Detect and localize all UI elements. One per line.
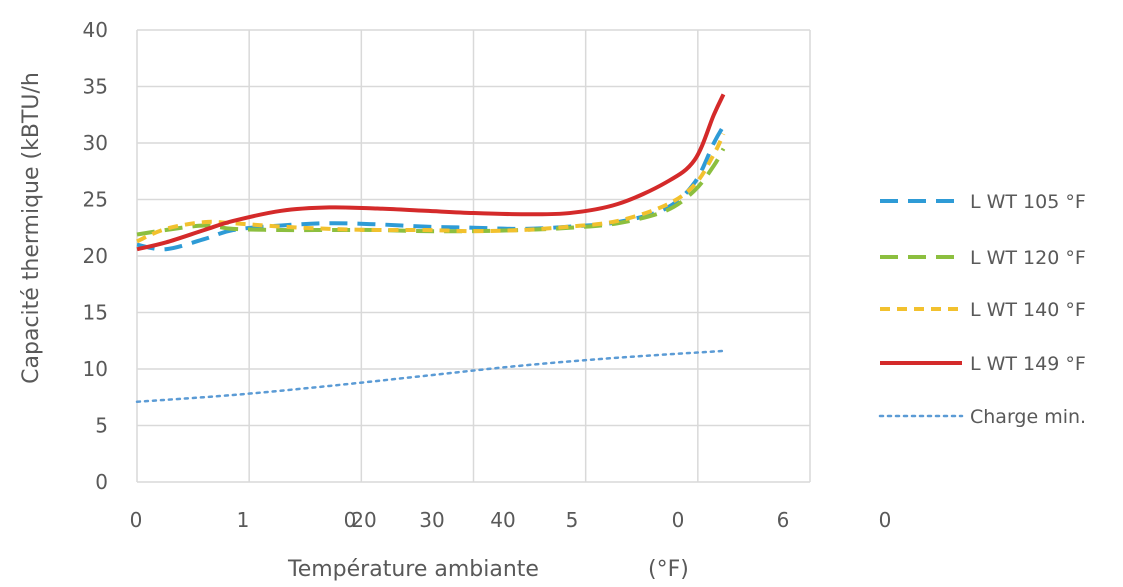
y-tick-label: 35 [83, 75, 108, 99]
legend-label: L WT 149 °F [970, 353, 1086, 375]
x-axis-ticks: 0 1 020 30 40 5 0 6 0 [130, 508, 892, 532]
x-tick-label: 0 [879, 508, 892, 532]
grid-lines [136, 29, 811, 483]
y-axis-ticks: 0 5 10 15 20 25 30 35 40 [83, 18, 108, 494]
series-line [136, 133, 726, 244]
y-tick-label: 10 [83, 357, 108, 381]
series-line [136, 93, 726, 252]
plot-series [135, 93, 726, 404]
legend-label: Charge min. [970, 406, 1086, 428]
x-tick-label: 6 [777, 508, 790, 532]
series-line [135, 349, 725, 404]
x-tick-label: 40 [490, 508, 515, 532]
x-tick-label: 0 [130, 508, 143, 532]
y-tick-label: 30 [83, 131, 108, 155]
legend-label: L WT 120 °F [970, 247, 1086, 269]
y-tick-label: 25 [83, 188, 108, 212]
x-tick-label: 20 [351, 508, 376, 532]
x-tick-label: 30 [419, 508, 444, 532]
x-tick-label: 5 [566, 508, 579, 532]
y-tick-label: 40 [83, 18, 108, 42]
series-line [136, 125, 726, 252]
x-tick-label: 1 [237, 508, 250, 532]
x-tick-label: 0 [672, 508, 685, 532]
y-tick-label: 15 [83, 301, 108, 325]
x-tick-label: 0 [344, 508, 357, 532]
x-axis-unit: (°F) [648, 557, 689, 582]
y-tick-label: 0 [95, 470, 108, 494]
legend-label: L WT 105 °F [970, 191, 1086, 213]
y-axis-title: Capacité thermique (kBTU/h [19, 72, 44, 384]
x-axis-title: Température ambiante [287, 557, 539, 582]
y-tick-label: 5 [95, 414, 108, 438]
legend-label: L WT 140 °F [970, 299, 1086, 321]
y-tick-label: 20 [83, 244, 108, 268]
legend: L WT 105 °F L WT 120 °F L WT 140 °F L WT 14… [878, 191, 1086, 428]
